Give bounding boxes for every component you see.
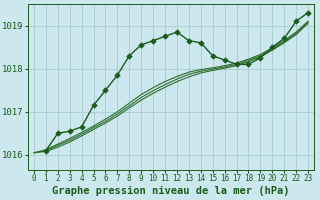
X-axis label: Graphe pression niveau de la mer (hPa): Graphe pression niveau de la mer (hPa) (52, 186, 290, 196)
